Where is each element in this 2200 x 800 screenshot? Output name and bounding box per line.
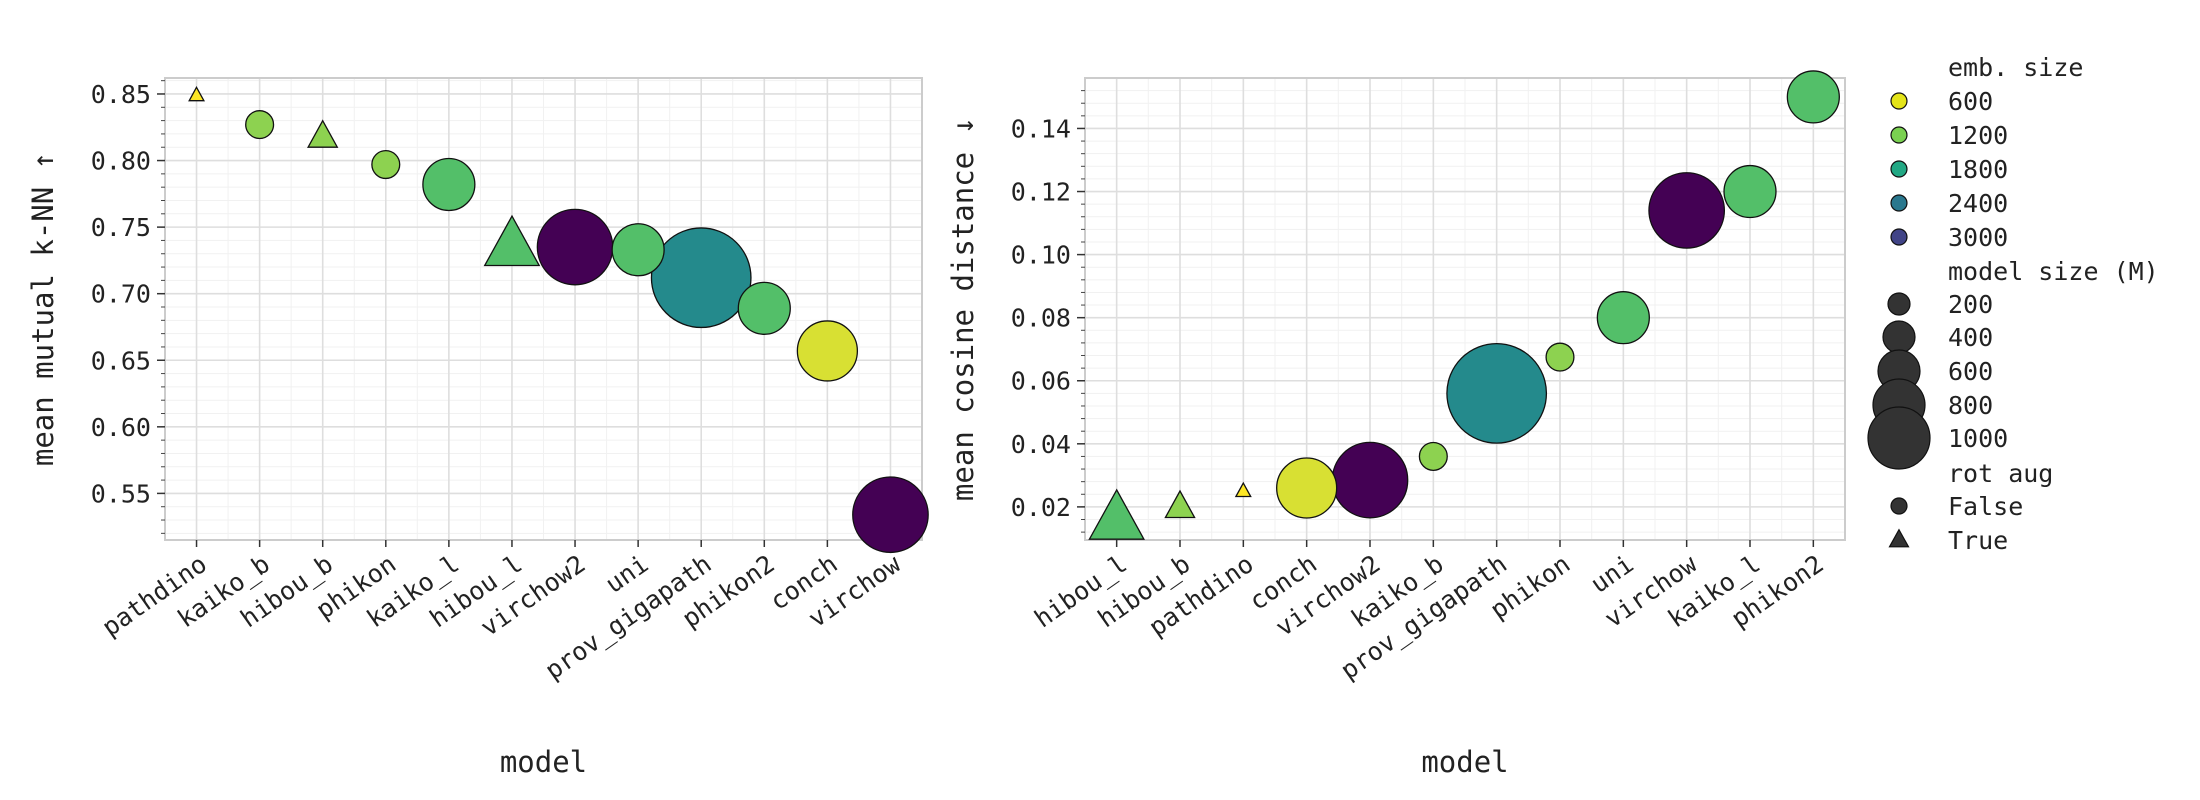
- y-tick-label: 0.70: [91, 280, 151, 309]
- data-point-phikon: [1545, 342, 1575, 372]
- legend-label-emb-3000: 3000: [1948, 223, 2008, 252]
- data-point-virchow: [1648, 172, 1726, 249]
- data-point-virchow2: [536, 208, 614, 286]
- circle-icon: [1890, 497, 1908, 515]
- y-axis-title: mean mutual k-NN ↑: [26, 152, 60, 466]
- data-point-virchow: [852, 476, 929, 554]
- legend-label-size-800: 800: [1948, 391, 1993, 420]
- data-point-prov_gigapath: [1446, 342, 1548, 444]
- data-point-phikon2: [1786, 70, 1840, 124]
- data-point-kaiko_b: [245, 110, 275, 140]
- y-axis: 0.02 0.04 0.06 0.08 0.10 0.12 0.14: [1011, 90, 1085, 533]
- x-axis-title: model: [1421, 745, 1508, 779]
- data-point-conch: [796, 320, 859, 382]
- data-point-virchow2: [1331, 441, 1409, 519]
- legend-title-emb-size: emb. size: [1948, 53, 2083, 82]
- legend-label-emb-600: 600: [1948, 87, 1993, 116]
- major-grid: [165, 78, 922, 540]
- x-axis-title: model: [500, 745, 587, 779]
- legend-swatch-emb-3000: [1890, 228, 1908, 246]
- legend-label-emb-2400: 2400: [1948, 189, 2008, 218]
- x-axis: hibou_lhibou_bpathdinoconchvirchow2kaiko…: [1029, 540, 1829, 685]
- x-axis: pathdinokaiko_bhibou_bphikonkaiko_lhibou…: [97, 540, 907, 685]
- data-point-phikon2: [737, 281, 791, 335]
- data-point-kaiko_l: [1723, 164, 1777, 219]
- legend-label-rot-true: True: [1948, 526, 2008, 555]
- legend-title-rot-aug: rot aug: [1948, 459, 2053, 488]
- data-point-hibou_l: [1088, 488, 1146, 540]
- legend-swatch-emb-600: [1890, 92, 1908, 110]
- y-axis-title: mean cosine distance ↓: [946, 117, 980, 501]
- legend-label-size-400: 400: [1948, 323, 1993, 352]
- y-tick-label: 0.55: [91, 479, 151, 508]
- legend: emb. size 600 1200 1800 2400 3000 model size (…: [1867, 53, 2159, 555]
- data-point-uni: [1596, 291, 1650, 345]
- y-tick-label: 0.02: [1011, 493, 1071, 522]
- legend-swatch-emb-1800: [1890, 160, 1908, 178]
- y-tick-label: 0.60: [91, 413, 151, 442]
- data-point-kaiko_b: [1418, 441, 1448, 471]
- data-point-hibou_b: [1164, 489, 1196, 519]
- y-tick-label: 0.10: [1011, 241, 1071, 270]
- triangle-icon: [1888, 528, 1910, 548]
- legend-title-model-size: model size (M): [1948, 257, 2159, 286]
- panel-border: [1084, 77, 1846, 541]
- legend-size-400: [1882, 320, 1916, 354]
- y-tick-label: 0.04: [1011, 430, 1071, 459]
- data-point-prov_gigapath: [650, 227, 752, 329]
- data-point-conch: [1276, 457, 1338, 519]
- minor-grid: [164, 78, 923, 540]
- legend-label-rot-false: False: [1948, 492, 2023, 521]
- y-tick-label: 0.75: [91, 213, 151, 242]
- chart-panel-cosine: 0.02 0.04 0.06 0.08 0.10 0.12 0.14 hibou_lhibou…: [946, 70, 1846, 779]
- legend-swatch-emb-1200: [1890, 126, 1908, 144]
- y-tick-label: 0.08: [1011, 304, 1071, 333]
- chart-panel-knn: 0.55 0.60 0.65 0.70 0.75 0.80 0.85 pathdinokaik…: [26, 77, 929, 779]
- y-axis: 0.55 0.60 0.65 0.70 0.75 0.80 0.85: [91, 80, 165, 534]
- legend-swatch-emb-2400: [1890, 194, 1908, 212]
- legend-size-1000: [1867, 406, 1931, 470]
- y-tick-label: 0.85: [91, 80, 151, 109]
- data-points: [188, 85, 929, 554]
- minor-grid: [1084, 78, 1846, 540]
- legend-label-size-200: 200: [1948, 290, 1993, 319]
- data-point-hibou_b: [306, 119, 339, 148]
- data-point-kaiko_l: [422, 157, 476, 212]
- legend-size-200: [1887, 292, 1911, 316]
- panel-border: [164, 77, 923, 541]
- legend-label-emb-1800: 1800: [1948, 155, 2008, 184]
- data-point-phikon: [371, 149, 401, 180]
- legend-label-emb-1200: 1200: [1948, 121, 2008, 150]
- data-point-uni: [611, 223, 665, 277]
- y-tick-label: 0.12: [1011, 178, 1071, 207]
- y-tick-label: 0.06: [1011, 367, 1071, 396]
- y-tick-label: 0.80: [91, 147, 151, 176]
- data-point-hibou_l: [483, 214, 541, 267]
- data-point-pathdino: [188, 85, 206, 102]
- legend-label-size-1000: 1000: [1948, 424, 2008, 453]
- data-point-pathdino: [1234, 481, 1252, 498]
- y-tick-label: 0.14: [1011, 114, 1071, 143]
- legend-label-size-600: 600: [1948, 357, 1993, 386]
- y-tick-label: 0.65: [91, 346, 151, 375]
- data-points: [1088, 70, 1840, 540]
